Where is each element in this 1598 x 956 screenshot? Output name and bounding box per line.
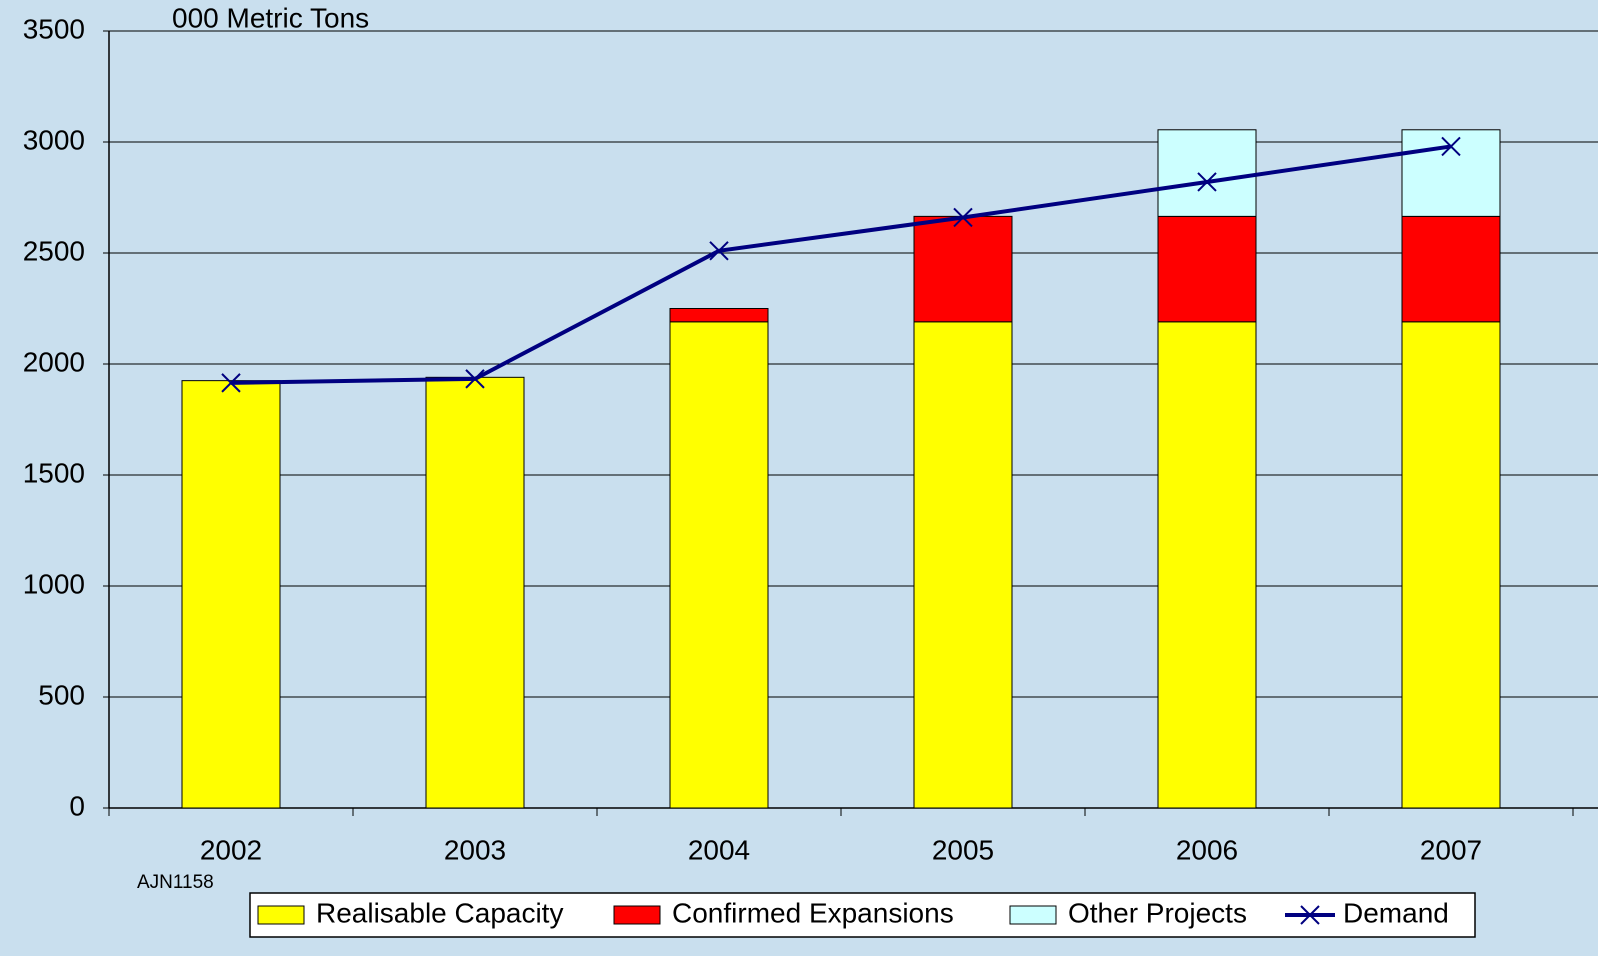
bar [1157, 321, 1257, 809]
bar [1401, 321, 1501, 809]
y-tick-label: 3000 [23, 124, 85, 155]
y-axis-label: 000 Metric Tons [172, 2, 369, 33]
bar [1401, 215, 1501, 323]
bar [1401, 129, 1501, 217]
bar [425, 376, 525, 809]
bar [913, 215, 1013, 323]
line-marker [1197, 172, 1217, 192]
legend-label: Confirmed Expansions [672, 897, 954, 928]
line-marker [953, 207, 973, 228]
line-marker [1441, 136, 1461, 157]
legend-swatch [1300, 905, 1320, 925]
legend-swatch [257, 905, 305, 925]
x-tick-label: 2005 [932, 834, 994, 865]
legend-box [249, 892, 1476, 938]
y-tick-label: 3500 [23, 13, 85, 44]
bar [669, 308, 769, 323]
line-marker [709, 241, 729, 261]
x-tick-label: 2004 [688, 834, 750, 865]
bar [913, 321, 1013, 809]
bar [669, 321, 769, 809]
x-tick-label: 2002 [200, 834, 262, 865]
y-tick-label: 1500 [23, 457, 85, 488]
line-marker [465, 369, 485, 389]
y-tick-label: 2500 [23, 235, 85, 266]
y-tick-label: 500 [38, 679, 85, 710]
y-tick-label: 0 [69, 790, 85, 821]
line-marker [221, 373, 241, 393]
legend-label: Realisable Capacity [316, 897, 563, 928]
x-tick-label: 2007 [1420, 834, 1482, 865]
legend-swatch [1009, 905, 1057, 925]
legend-label: Demand [1343, 897, 1449, 928]
line [230, 144, 1452, 385]
legend-swatch [613, 905, 661, 925]
y-tick-label: 2000 [23, 346, 85, 377]
y-tick-label: 1000 [23, 568, 85, 599]
bar [1157, 129, 1257, 217]
x-tick-label: 2003 [444, 834, 506, 865]
legend-label: Other Projects [1068, 897, 1247, 928]
bar [1157, 215, 1257, 323]
annotation: AJN1158 [137, 872, 214, 893]
x-tick-label: 2006 [1176, 834, 1238, 865]
bar [181, 380, 281, 809]
